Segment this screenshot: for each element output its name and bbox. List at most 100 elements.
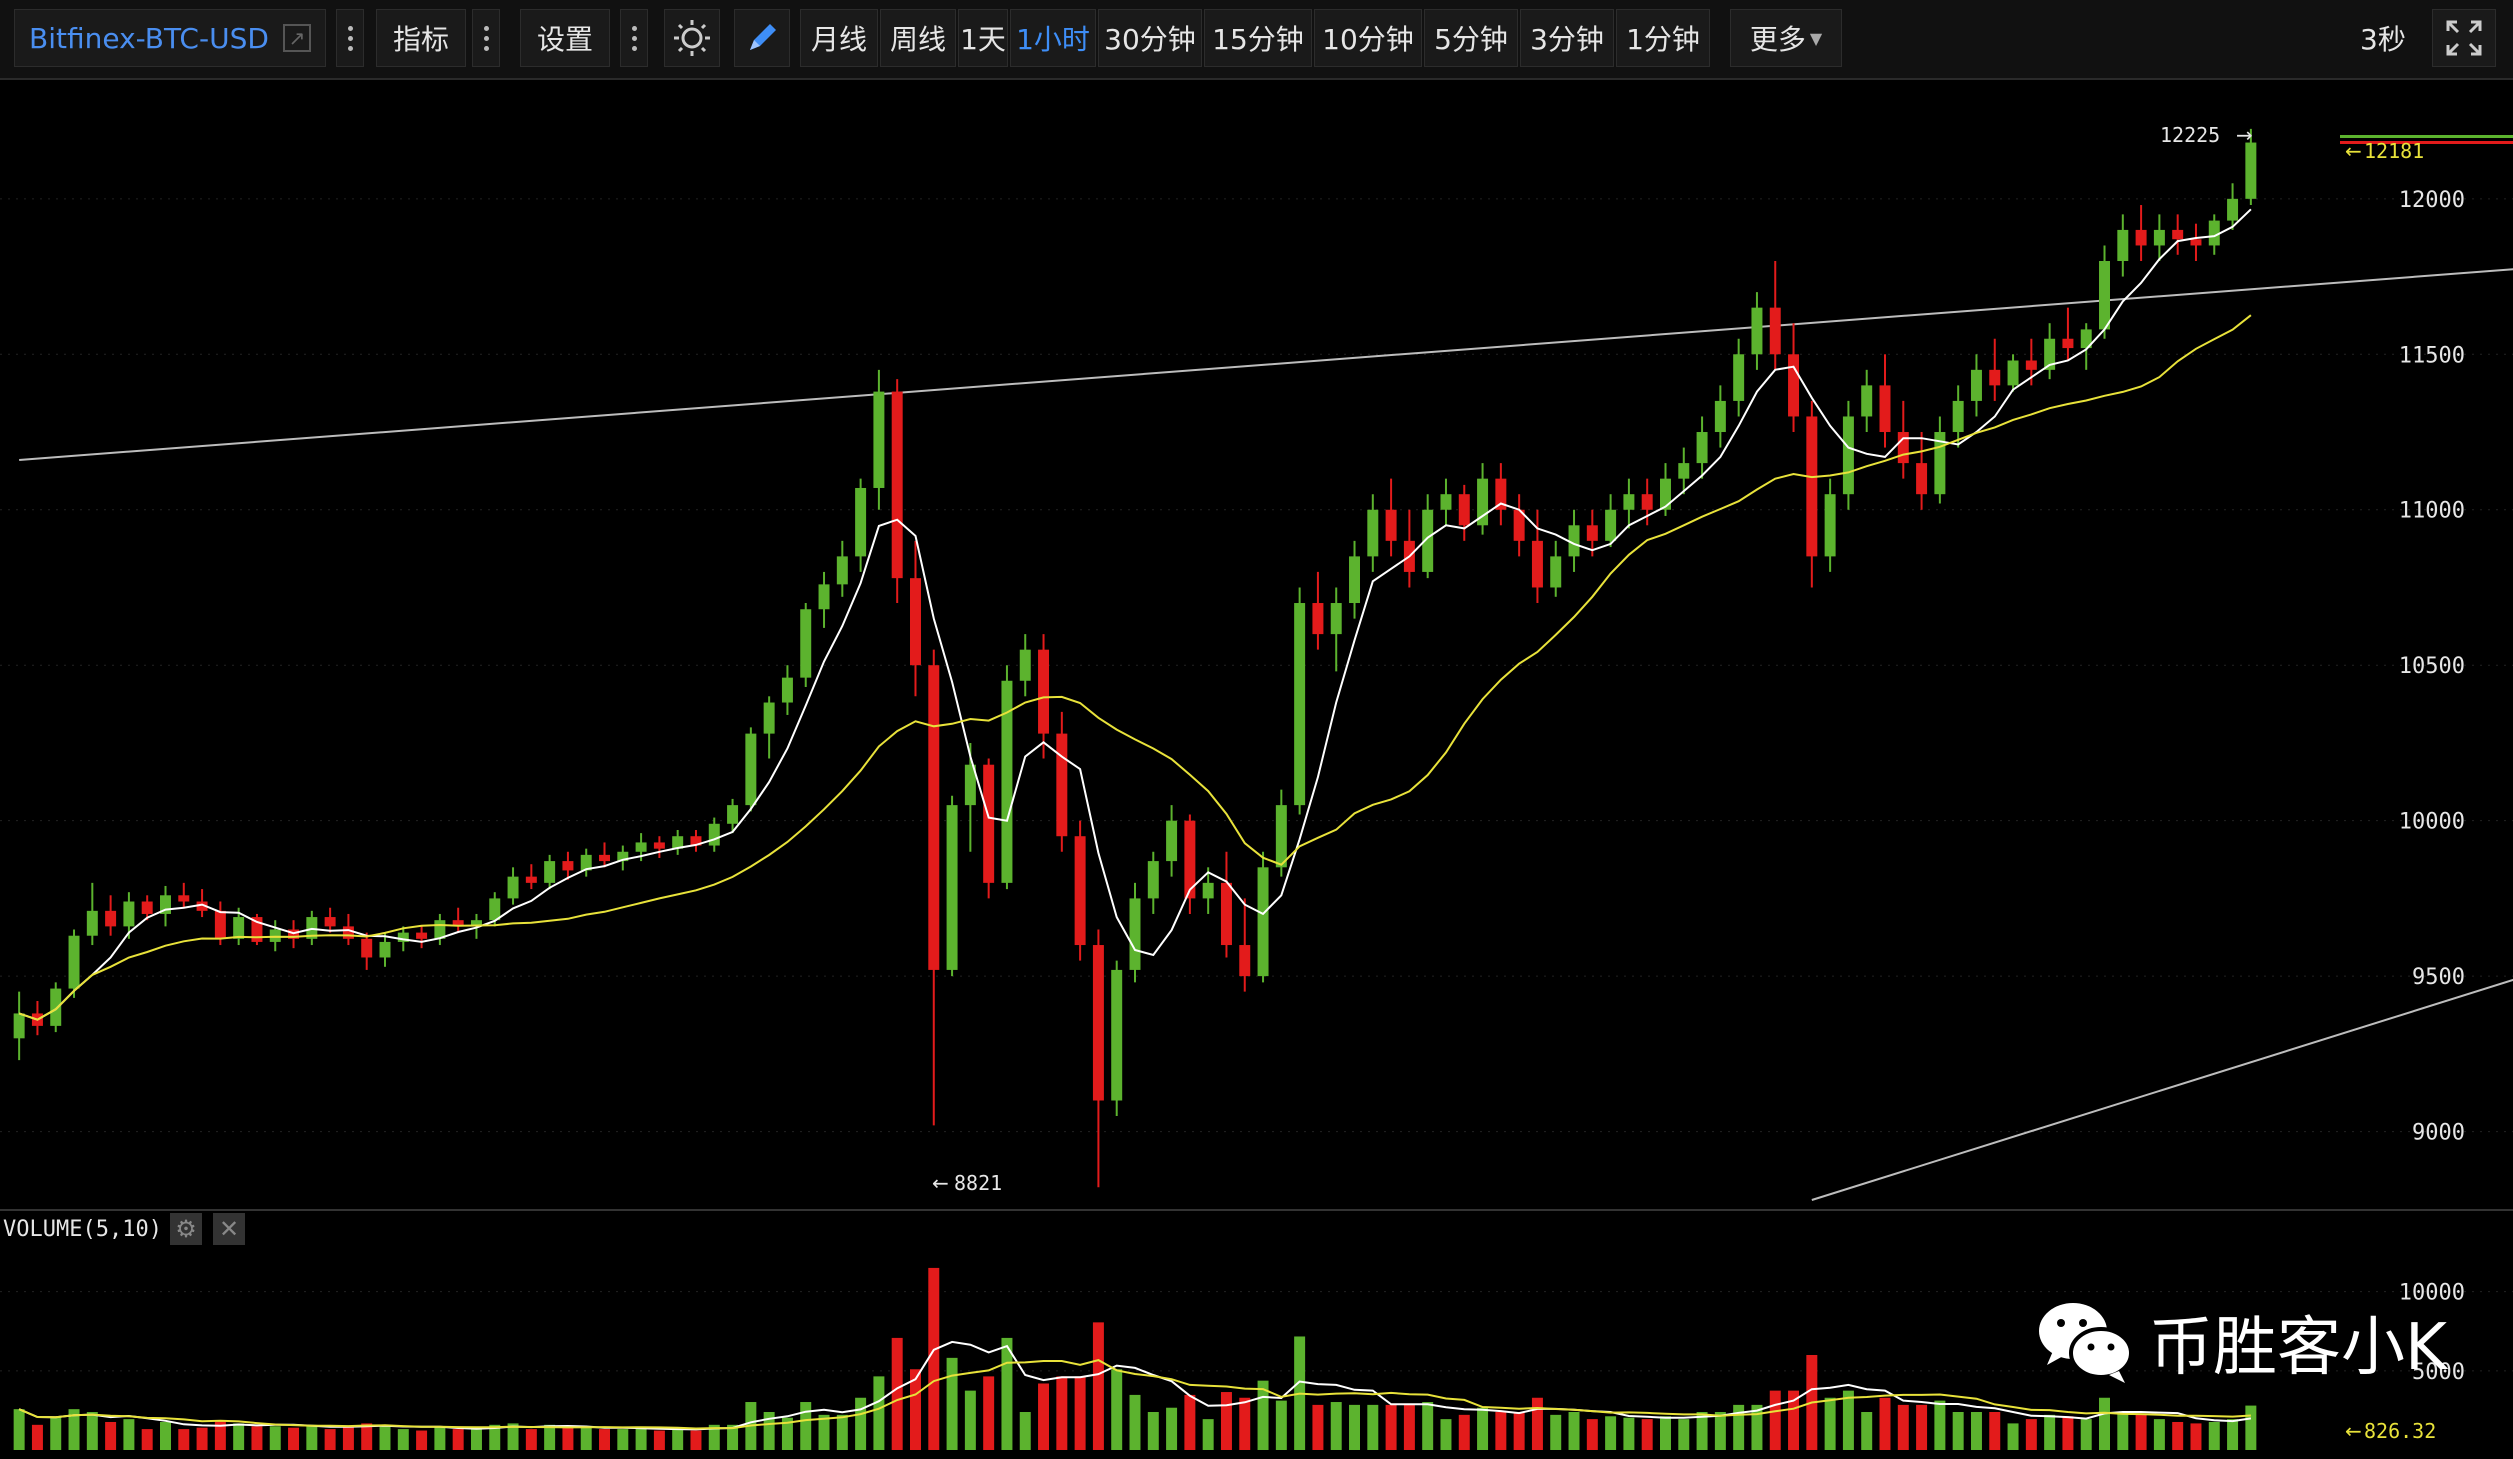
candle-body — [1440, 494, 1452, 510]
volume-bar — [105, 1421, 117, 1450]
candle-body — [342, 926, 354, 939]
volume-bar — [1751, 1404, 1763, 1450]
candlesticks — [13, 128, 2257, 1188]
candle-body — [781, 677, 793, 703]
volume-bar — [397, 1429, 409, 1450]
more-periods-label: 更多 — [1749, 23, 1806, 56]
last-volume-arrow-icon: ← — [2345, 1419, 2362, 1443]
volume-bar — [891, 1337, 903, 1450]
fullscreen-icon — [2446, 20, 2482, 56]
volume-bar — [2190, 1423, 2202, 1450]
more-periods-button[interactable]: 更多 ▼ — [1730, 9, 1842, 67]
candle-body — [1605, 509, 1617, 541]
candle-body — [1696, 432, 1708, 464]
period-button[interactable]: 30分钟 — [1098, 9, 1202, 67]
caret-down-icon: ▼ — [1809, 28, 1823, 48]
volume-bar — [1001, 1337, 1013, 1450]
price-chart[interactable]: 12000 11500 11000 10500 10000 9500 9000 10000 5… — [0, 80, 2513, 1459]
period-button[interactable]: 周线 — [880, 9, 956, 67]
candle-body — [361, 938, 373, 958]
settings-button[interactable]: 设置 — [520, 9, 610, 67]
period-button[interactable]: 5分钟 — [1424, 9, 1518, 67]
candle-body — [1495, 478, 1507, 510]
volume-bar — [2044, 1414, 2056, 1450]
candle-body — [1056, 733, 1068, 837]
watermark-text: 币胜客小K — [2149, 1311, 2447, 1385]
volume-bar — [1092, 1322, 1104, 1450]
period-button[interactable]: 10分钟 — [1314, 9, 1422, 67]
volume-bar — [562, 1427, 574, 1450]
candle-body — [2135, 229, 2147, 246]
candle-body — [86, 910, 98, 936]
candle-body — [745, 733, 757, 806]
candle-body — [562, 861, 574, 871]
symbol-selector[interactable]: Bitfinex-BTC-USD ↗ — [14, 9, 326, 67]
volume-bar — [1678, 1419, 1690, 1450]
indicators-button[interactable]: 指标 — [376, 9, 466, 67]
close-icon[interactable]: ✕ — [213, 1213, 245, 1245]
indicators-menu-dots-icon[interactable] — [472, 9, 500, 67]
candle-body — [1239, 945, 1251, 977]
volume-bar — [928, 1267, 940, 1450]
fullscreen-button[interactable] — [2432, 9, 2496, 67]
draw-tool-button[interactable] — [734, 9, 790, 67]
period-button[interactable]: 月线 — [800, 9, 878, 67]
volume-bar — [507, 1423, 519, 1450]
refresh-interval[interactable]: 3秒 — [2360, 23, 2406, 56]
candle-body — [928, 665, 940, 970]
volume-bar — [2062, 1416, 2074, 1450]
candle-body — [141, 901, 153, 914]
period-button[interactable]: 1天 — [958, 9, 1008, 67]
candle-body — [470, 920, 482, 927]
candle-body — [1275, 805, 1287, 868]
trendline — [19, 268, 2513, 461]
volume-bar — [434, 1426, 446, 1450]
volume-bar — [1440, 1419, 1452, 1450]
volume-bar — [946, 1357, 958, 1450]
volume-bar — [489, 1424, 501, 1450]
last-price-arrow-icon: ← — [2345, 139, 2362, 163]
candle-body — [1111, 969, 1123, 1101]
volume-bar — [1220, 1392, 1232, 1450]
candle-body — [1349, 556, 1360, 604]
trendlines — [19, 268, 2513, 1201]
candle-body — [1147, 861, 1159, 899]
volume-bar — [379, 1424, 391, 1450]
period-button[interactable]: 3分钟 — [1520, 9, 1614, 67]
volume-bar — [1623, 1417, 1635, 1450]
volume-bar — [1257, 1380, 1269, 1450]
volume-bar — [2025, 1419, 2037, 1450]
candle-body — [1660, 478, 1671, 510]
volume-bar — [818, 1414, 830, 1450]
volume-indicator-label: VOLUME(5,10) — [3, 1217, 162, 1242]
gear-icon[interactable]: ⚙ — [170, 1213, 202, 1245]
candle-body — [672, 836, 684, 849]
volume-bar — [1861, 1412, 1873, 1450]
last-volume-label: 826.32 — [2364, 1419, 2436, 1443]
low-marker-arrow-icon: ← — [932, 1171, 949, 1195]
symbol-popout-icon[interactable]: ↗ — [283, 24, 311, 52]
candle-body — [1769, 307, 1781, 355]
volume-bar — [2080, 1419, 2092, 1450]
volume-bar — [1842, 1390, 1854, 1450]
price-tick-label: 10500 — [2399, 654, 2465, 679]
theme-toggle-button[interactable] — [664, 9, 720, 67]
period-button[interactable]: 15分钟 — [1204, 9, 1312, 67]
settings-menu-dots-icon[interactable] — [620, 9, 648, 67]
candle-body — [1330, 603, 1342, 635]
volume-bar — [580, 1427, 592, 1450]
volume-bar — [1788, 1390, 1800, 1450]
symbol-menu-dots-icon[interactable] — [336, 9, 364, 67]
candle-body — [1641, 494, 1653, 510]
candle-body — [1074, 836, 1086, 946]
candle-body — [2227, 198, 2239, 221]
candle-body — [160, 895, 171, 914]
candle-body — [1970, 369, 1982, 401]
period-button[interactable]: 1小时 — [1010, 9, 1096, 67]
candle-body — [635, 842, 647, 852]
volume-bar — [2208, 1421, 2220, 1450]
candle-body — [1897, 432, 1909, 464]
candle-body — [708, 823, 720, 846]
period-button[interactable]: 1分钟 — [1616, 9, 1710, 67]
candle-body — [1531, 540, 1543, 588]
